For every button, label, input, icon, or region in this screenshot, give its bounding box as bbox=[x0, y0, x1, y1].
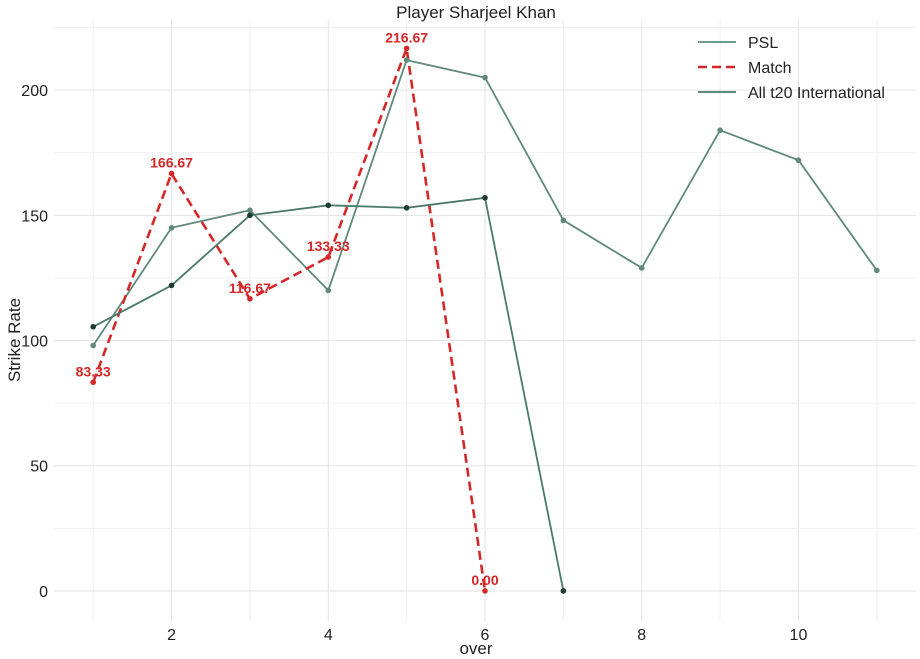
data-point-psl bbox=[638, 265, 645, 271]
legend-label: PSL bbox=[748, 35, 778, 52]
data-label-match: 116.67 bbox=[229, 280, 271, 296]
x-tick-label: 4 bbox=[324, 627, 333, 644]
data-point-psl bbox=[325, 287, 332, 294]
data-point-psl bbox=[90, 342, 96, 349]
x-axis-label: over bbox=[459, 639, 492, 658]
legend-label: All t20 International bbox=[748, 85, 885, 102]
data-labels: 83.33 166.67 116.67 133.33 216.67 0.00 bbox=[76, 29, 499, 588]
data-point-psl bbox=[482, 74, 488, 81]
data-point-psl bbox=[247, 207, 253, 214]
x-tick-label: 8 bbox=[637, 627, 646, 644]
data-point-all-t20-international bbox=[325, 202, 332, 209]
x-tick-label: 10 bbox=[790, 627, 808, 644]
data-point-psl bbox=[874, 267, 880, 274]
data-point-match bbox=[168, 170, 175, 177]
data-point-all-t20-international bbox=[482, 194, 488, 201]
data-point-match bbox=[325, 254, 332, 260]
data-point-all-t20-international bbox=[90, 323, 96, 330]
data-point-match bbox=[247, 295, 253, 302]
legend-label: Match bbox=[748, 60, 792, 77]
data-label-match: 166.67 bbox=[150, 155, 193, 171]
y-tick-label: 150 bbox=[21, 208, 48, 225]
data-point-psl bbox=[403, 57, 410, 63]
data-point-psl bbox=[717, 127, 723, 133]
data-label-match: 133.33 bbox=[307, 238, 350, 254]
legend: PSL Match All t20 International bbox=[698, 35, 885, 102]
data-point-all-t20-international bbox=[403, 205, 410, 211]
data-point-match bbox=[403, 45, 410, 52]
data-point-psl bbox=[560, 217, 567, 224]
y-axis-label: Strike Rate bbox=[5, 298, 24, 382]
data-point-psl bbox=[795, 157, 802, 164]
x-tick-label: 2 bbox=[167, 627, 176, 644]
series-line-match bbox=[91, 47, 487, 592]
data-label-match: 216.67 bbox=[385, 29, 428, 45]
y-tick-label: 50 bbox=[30, 459, 48, 476]
data-point-match bbox=[482, 588, 488, 594]
data-point-all-t20-international bbox=[560, 588, 567, 594]
x-tick-label: 6 bbox=[481, 627, 490, 644]
chart-title: Player Sharjeel Khan bbox=[396, 3, 556, 22]
data-point-all-t20-international bbox=[168, 282, 175, 289]
data-label-match: 0.00 bbox=[471, 572, 498, 588]
y-tick-label: 100 bbox=[21, 334, 48, 351]
data-point-psl bbox=[168, 225, 175, 231]
grid bbox=[54, 20, 916, 621]
data-point-match bbox=[90, 379, 96, 386]
y-tick-label: 0 bbox=[39, 584, 48, 601]
data-points bbox=[90, 45, 880, 594]
y-tick-label: 200 bbox=[21, 83, 48, 100]
data-label-match: 83.33 bbox=[76, 363, 111, 379]
data-point-all-t20-international bbox=[247, 212, 253, 219]
